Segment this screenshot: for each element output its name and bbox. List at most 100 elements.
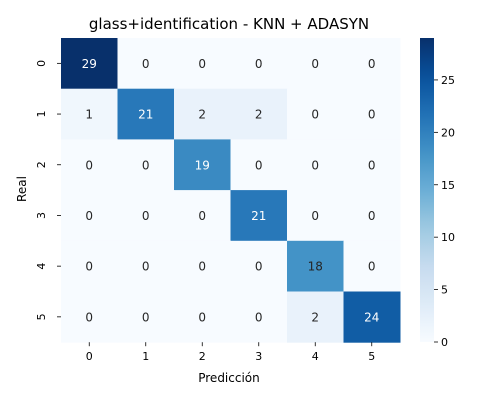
cell-value-label: 19 bbox=[195, 158, 210, 172]
y-tick-label: 1 bbox=[35, 111, 48, 118]
cell-value-label: 0 bbox=[311, 209, 319, 223]
x-tick-label: 4 bbox=[312, 350, 319, 363]
heatmap-cell-1-2 bbox=[174, 88, 231, 140]
colorbar-tick-label: 5 bbox=[441, 284, 448, 297]
cell-value-label: 18 bbox=[308, 260, 323, 274]
heatmap-cell-4-0 bbox=[61, 240, 118, 292]
heatmap-cell-4-5 bbox=[343, 240, 401, 292]
cell-value-label: 0 bbox=[368, 57, 376, 71]
heatmap-cell-2-0 bbox=[61, 139, 118, 191]
heatmap-cell-5-1 bbox=[117, 291, 175, 343]
heatmap-cell-5-5 bbox=[343, 291, 401, 343]
cell-value-label: 0 bbox=[142, 310, 150, 324]
colorbar-tick-label: 15 bbox=[441, 179, 455, 192]
colorbar: 0 5 10 15 20 25 bbox=[420, 38, 455, 349]
x-tick-label: 5 bbox=[368, 350, 375, 363]
cell-value-label: 0 bbox=[368, 158, 376, 172]
colorbar-tick-label: 0 bbox=[441, 336, 448, 349]
heatmap-cell-1-3 bbox=[230, 88, 288, 140]
heatmap-cell-3-2 bbox=[174, 190, 231, 242]
heatmap-cell-5-4 bbox=[287, 291, 344, 343]
cell-value-label: 0 bbox=[255, 310, 263, 324]
cell-value-label: 0 bbox=[255, 158, 263, 172]
cell-value-label: 2 bbox=[255, 108, 263, 122]
x-tick-label: 3 bbox=[255, 350, 262, 363]
heatmap-cell-0-2 bbox=[174, 38, 231, 90]
heatmap-cell-2-4 bbox=[287, 139, 344, 191]
cell-value-label: 0 bbox=[368, 209, 376, 223]
cell-value-label: 0 bbox=[311, 158, 319, 172]
y-axis-ticks: 0 1 2 3 4 5 bbox=[35, 60, 61, 320]
cell-value-label: 0 bbox=[85, 310, 93, 324]
heatmap-cell-1-5 bbox=[343, 88, 401, 140]
heatmap-cell-3-3 bbox=[230, 190, 288, 242]
heatmap-cell-0-5 bbox=[343, 38, 401, 90]
cell-value-label: 0 bbox=[142, 57, 150, 71]
heatmap-cell-3-1 bbox=[117, 190, 175, 242]
heatmap-cell-4-4 bbox=[287, 240, 344, 292]
heatmap-cell-1-4 bbox=[287, 88, 344, 140]
heatmap-cell-1-1 bbox=[117, 88, 175, 140]
cell-value-label: 0 bbox=[198, 260, 206, 274]
cell-value-label: 0 bbox=[142, 158, 150, 172]
x-axis-ticks: 0 1 2 3 4 5 bbox=[86, 342, 375, 363]
chart-title: glass+identification - KNN + ADASYN bbox=[89, 15, 369, 33]
cell-value-label: 0 bbox=[311, 108, 319, 122]
cell-value-label: 21 bbox=[251, 209, 266, 223]
heatmap-cell-1-0 bbox=[61, 88, 118, 140]
cell-value-label: 0 bbox=[198, 57, 206, 71]
heatmap-cell-5-3 bbox=[230, 291, 288, 343]
x-axis-label: Predicción bbox=[198, 371, 260, 385]
heatmap-cell-2-3 bbox=[230, 139, 288, 191]
cell-value-label: 24 bbox=[364, 310, 379, 324]
heatmap-cell-3-5 bbox=[343, 190, 401, 242]
cell-value-label: 1 bbox=[85, 108, 93, 122]
heatmap-cell-0-3 bbox=[230, 38, 288, 90]
cell-value-label: 0 bbox=[142, 209, 150, 223]
y-tick-label: 2 bbox=[35, 161, 48, 168]
heatmap-cell-4-1 bbox=[117, 240, 175, 292]
heatmap-cell-5-2 bbox=[174, 291, 231, 343]
colorbar-gradient bbox=[420, 38, 434, 342]
heatmap-cells bbox=[61, 38, 401, 343]
cell-value-label: 2 bbox=[198, 108, 206, 122]
cell-value-label: 29 bbox=[82, 57, 97, 71]
x-tick-label: 1 bbox=[142, 350, 149, 363]
y-tick-label: 4 bbox=[35, 263, 48, 270]
cell-value-label: 0 bbox=[198, 310, 206, 324]
x-tick-label: 2 bbox=[199, 350, 206, 363]
heatmap-cell-5-0 bbox=[61, 291, 118, 343]
cell-value-label: 2 bbox=[311, 310, 319, 324]
colorbar-tick-label: 20 bbox=[441, 126, 455, 139]
heatmap-cell-0-4 bbox=[287, 38, 344, 90]
cell-value-label: 0 bbox=[368, 260, 376, 274]
cell-value-label: 0 bbox=[255, 260, 263, 274]
cell-value-label: 0 bbox=[85, 260, 93, 274]
colorbar-tick-label: 25 bbox=[441, 74, 455, 87]
heatmap-cell-4-2 bbox=[174, 240, 231, 292]
cell-value-label: 0 bbox=[198, 209, 206, 223]
cell-value-label: 0 bbox=[255, 57, 263, 71]
heatmap-cell-2-2 bbox=[174, 139, 231, 191]
heatmap-cell-2-5 bbox=[343, 139, 401, 191]
cell-value-label: 0 bbox=[311, 57, 319, 71]
cell-value-label: 0 bbox=[85, 158, 93, 172]
heatmap-cell-2-1 bbox=[117, 139, 175, 191]
cell-value-label: 0 bbox=[368, 108, 376, 122]
x-tick-label: 0 bbox=[86, 350, 93, 363]
heatmap-cell-3-0 bbox=[61, 190, 118, 242]
y-tick-label: 0 bbox=[35, 60, 48, 67]
cell-value-label: 0 bbox=[142, 260, 150, 274]
y-axis-label: Real bbox=[15, 176, 29, 202]
y-tick-label: 5 bbox=[35, 313, 48, 320]
heatmap-cell-4-3 bbox=[230, 240, 288, 292]
heatmap-cell-0-1 bbox=[117, 38, 175, 90]
heatmap-cell-0-0 bbox=[61, 38, 118, 90]
cell-value-labels: 29 0 0 0 0 0 1 21 2 2 0 0 0 0 19 0 0 0 0 0 0 21 0 0 0 0 0 0 18 0 0 0 0 0 2… bbox=[82, 57, 380, 325]
colorbar-tick-label: 10 bbox=[441, 231, 455, 244]
cell-value-label: 0 bbox=[85, 209, 93, 223]
heatmap-cell-3-4 bbox=[287, 190, 344, 242]
cell-value-label: 21 bbox=[138, 108, 153, 122]
y-tick-label: 3 bbox=[35, 212, 48, 219]
